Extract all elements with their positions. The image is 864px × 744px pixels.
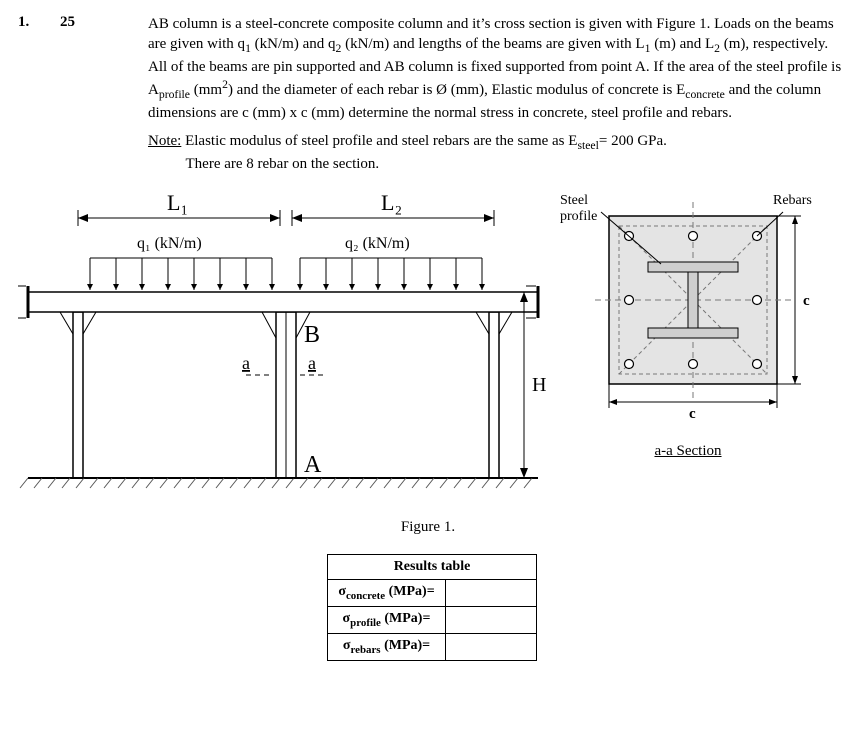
figure-row: q₁ (kN/m)q₂ (kN/m)L₁L₂aaBAH ccSteelprofi…: [18, 188, 846, 513]
table-row: σconcrete (MPa)=: [328, 580, 536, 607]
question-number: 1.: [18, 14, 60, 31]
figure-caption: Figure 1.: [168, 519, 688, 536]
result-label: σprofile (MPa)=: [328, 607, 445, 634]
svg-text:L₂: L₂: [381, 190, 402, 215]
svg-text:Steel: Steel: [560, 193, 588, 208]
svg-text:B: B: [304, 322, 320, 348]
prompt-note: Note: Elastic modulus of steel profile a…: [148, 131, 846, 174]
elevation-figure: q₁ (kN/m)q₂ (kN/m)L₁L₂aaBAH: [18, 188, 548, 513]
section-svg: c c Steelprofile Rebars: [558, 188, 818, 438]
table-row: σprofile (MPa)=: [328, 607, 536, 634]
svg-text:Rebars: Rebars: [773, 193, 812, 208]
svg-text:q₁ (kN/m): q₁ (kN/m): [137, 235, 202, 252]
result-value: [445, 580, 536, 607]
svg-text:q₂ (kN/m): q₂ (kN/m): [345, 235, 410, 252]
result-value: [445, 607, 536, 634]
svg-text:c: c: [803, 293, 810, 309]
prompt-paragraph: AB column is a steel-concrete composite …: [148, 14, 846, 123]
table-row: σrebars (MPa)=: [328, 633, 536, 660]
question-row: 1. 25 AB column is a steel-concrete comp…: [18, 14, 846, 182]
section-figure: c c Steelprofile Rebars a-a Section: [558, 188, 818, 460]
svg-text:L₁: L₁: [167, 190, 188, 215]
results-table: Results table σconcrete (MPa)=σprofile (…: [327, 554, 536, 660]
result-label: σrebars (MPa)=: [328, 633, 445, 660]
svg-text:profile: profile: [560, 209, 597, 224]
svg-text:a: a: [308, 353, 316, 373]
svg-text:A: A: [304, 452, 322, 478]
svg-text:H: H: [532, 374, 546, 396]
svg-text:a: a: [242, 353, 250, 373]
elevation-svg: q₁ (kN/m)q₂ (kN/m)L₁L₂aaBAH: [18, 188, 548, 508]
question-prompt: AB column is a steel-concrete composite …: [148, 14, 846, 182]
svg-text:c: c: [689, 406, 696, 422]
section-caption: a-a Section: [558, 443, 818, 460]
question-points: 25: [60, 14, 148, 31]
result-label: σconcrete (MPa)=: [328, 580, 445, 607]
results-title: Results table: [328, 555, 536, 580]
result-value: [445, 633, 536, 660]
